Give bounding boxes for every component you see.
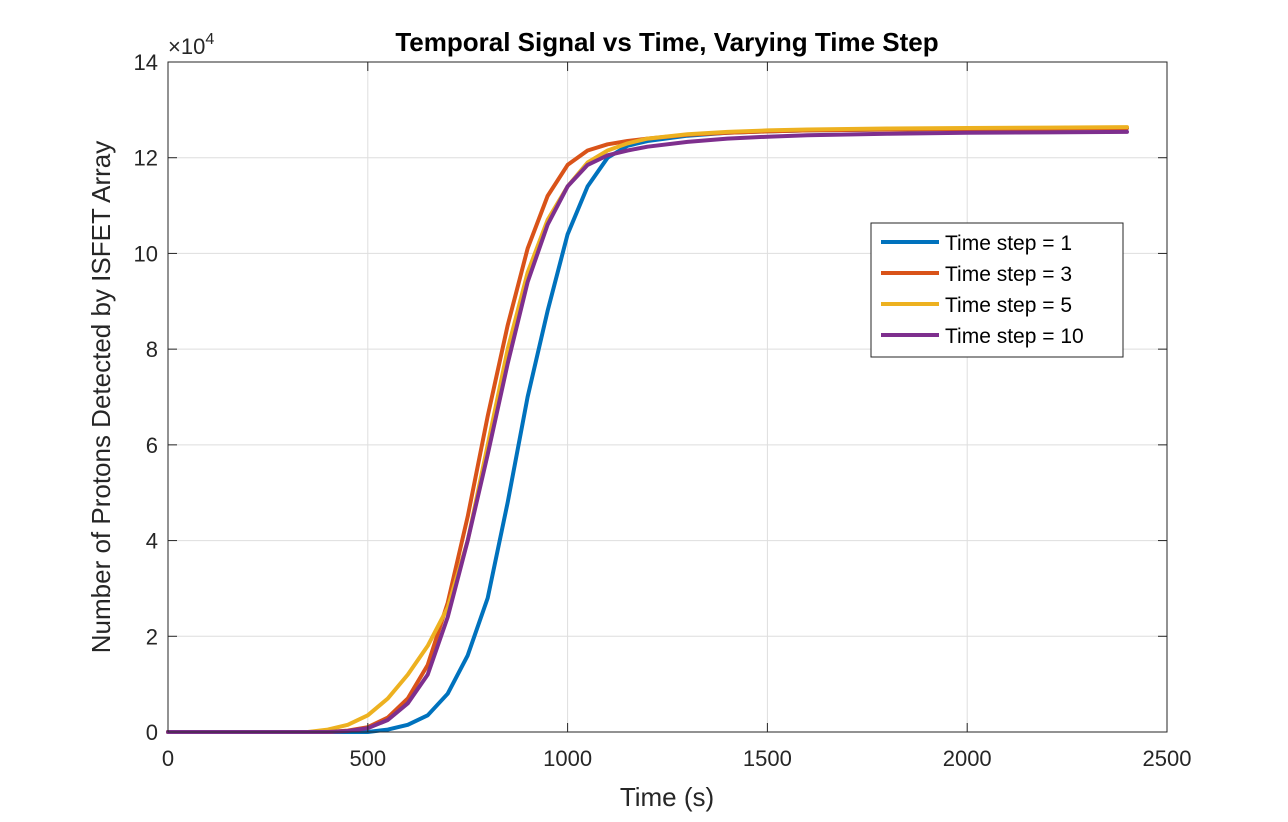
x-tick-label: 0: [162, 746, 174, 771]
x-tick-label: 2000: [943, 746, 992, 771]
y-tick-label: 4: [146, 529, 158, 554]
y-multiplier-base: ×10: [168, 34, 205, 59]
y-tick-label: 8: [146, 337, 158, 362]
legend-label-1: Time step = 1: [945, 232, 1072, 255]
y-tick-label: 2: [146, 624, 158, 649]
chart-title: Temporal Signal vs Time, Varying Time St…: [395, 27, 938, 57]
series-line-3: [166, 125, 1129, 734]
y-axis-label: Number of Protons Detected by ISFET Arra…: [86, 141, 116, 654]
legend-label-4: Time step = 10: [945, 325, 1084, 348]
y-tick-label: 0: [146, 720, 158, 745]
series-line-4: [166, 129, 1129, 734]
x-tick-label: 2500: [1143, 746, 1192, 771]
y-multiplier: ×104: [168, 31, 214, 59]
y-tick-label: 12: [134, 146, 158, 171]
y-tick-label: 14: [134, 50, 158, 75]
tick-labels: 0 500 1000 1500 2000 2500 0 2 4 6 8 10 12 14: [134, 50, 1192, 771]
x-axis-label: Time (s): [620, 782, 714, 812]
legend-label-2: Time step = 3: [945, 263, 1072, 286]
plot-background: [168, 62, 1167, 732]
x-tick-label: 1000: [543, 746, 592, 771]
legend-label-3: Time step = 5: [945, 294, 1072, 317]
ticks: [167, 61, 1168, 733]
series-group: [166, 125, 1129, 734]
x-tick-label: 500: [349, 746, 386, 771]
y-multiplier-exponent: 4: [205, 31, 214, 48]
y-tick-label: 10: [134, 241, 158, 266]
legend: Time step = 1 Time step = 3 Time step = 5 T…: [870, 222, 1124, 358]
x-tick-label: 1500: [743, 746, 792, 771]
plot-frame: [167, 61, 1168, 733]
y-tick-label: 6: [146, 433, 158, 458]
